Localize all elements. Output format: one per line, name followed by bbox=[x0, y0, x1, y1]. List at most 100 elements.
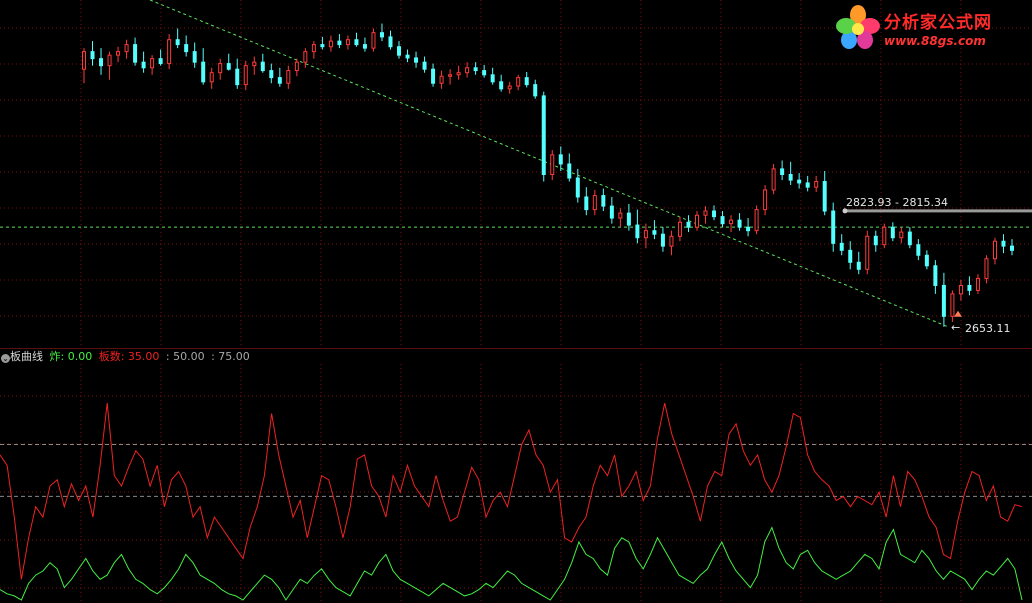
candle[interactable] bbox=[1001, 234, 1006, 254]
candle[interactable] bbox=[907, 227, 912, 249]
candle[interactable] bbox=[831, 202, 836, 252]
candle[interactable] bbox=[941, 272, 946, 327]
candle[interactable] bbox=[158, 49, 163, 66]
candle[interactable] bbox=[379, 23, 384, 42]
candle[interactable] bbox=[669, 230, 674, 256]
candle[interactable] bbox=[167, 34, 172, 70]
candle[interactable] bbox=[992, 237, 997, 265]
candle[interactable] bbox=[660, 227, 665, 252]
candle[interactable] bbox=[839, 234, 844, 256]
candle[interactable] bbox=[90, 41, 95, 66]
candle[interactable] bbox=[924, 250, 929, 270]
candle[interactable] bbox=[371, 28, 376, 52]
candle[interactable] bbox=[686, 215, 691, 233]
candle[interactable] bbox=[405, 49, 410, 63]
candle[interactable] bbox=[967, 276, 972, 296]
candle[interactable] bbox=[865, 230, 870, 275]
candle[interactable] bbox=[567, 153, 572, 182]
candle[interactable] bbox=[720, 211, 725, 228]
candle[interactable] bbox=[882, 223, 887, 249]
candle[interactable] bbox=[388, 30, 393, 50]
candle[interactable] bbox=[311, 41, 316, 59]
candle[interactable] bbox=[890, 222, 895, 242]
candle[interactable] bbox=[635, 209, 640, 244]
candle[interactable] bbox=[362, 37, 367, 52]
candle[interactable] bbox=[584, 187, 589, 216]
candle[interactable] bbox=[150, 55, 155, 75]
candle[interactable] bbox=[397, 41, 402, 59]
candle[interactable] bbox=[1010, 239, 1014, 256]
candle[interactable] bbox=[99, 48, 104, 75]
candle[interactable] bbox=[107, 51, 112, 80]
candle[interactable] bbox=[294, 58, 299, 77]
candle[interactable] bbox=[737, 213, 742, 231]
candle[interactable] bbox=[82, 48, 86, 84]
candle[interactable] bbox=[677, 216, 682, 242]
candle[interactable] bbox=[414, 51, 419, 68]
candle[interactable] bbox=[703, 206, 708, 224]
candle[interactable] bbox=[771, 163, 776, 195]
candle[interactable] bbox=[754, 205, 759, 235]
candle[interactable] bbox=[218, 58, 223, 80]
candle[interactable] bbox=[856, 251, 861, 275]
candle[interactable] bbox=[916, 239, 921, 261]
candle[interactable] bbox=[175, 28, 180, 49]
candle[interactable] bbox=[533, 79, 538, 99]
candle[interactable] bbox=[609, 196, 614, 224]
candle[interactable] bbox=[345, 35, 350, 50]
candle[interactable] bbox=[643, 223, 648, 249]
candle[interactable] bbox=[694, 211, 699, 231]
candle[interactable] bbox=[141, 51, 146, 73]
candle[interactable] bbox=[260, 53, 265, 73]
candle[interactable] bbox=[243, 60, 248, 91]
collapse-toggle-icon[interactable]: ⌄ bbox=[1, 354, 10, 363]
candle[interactable] bbox=[822, 171, 827, 216]
candle[interactable] bbox=[797, 173, 802, 189]
candle[interactable] bbox=[490, 67, 495, 85]
candle[interactable] bbox=[558, 146, 563, 171]
candle[interactable] bbox=[950, 290, 955, 322]
zha-line[interactable] bbox=[0, 526, 1023, 601]
candle[interactable] bbox=[133, 37, 138, 66]
candle[interactable] bbox=[354, 32, 359, 47]
candle[interactable] bbox=[958, 279, 963, 301]
candle[interactable] bbox=[226, 53, 231, 71]
candle[interactable] bbox=[524, 72, 529, 88]
candle[interactable] bbox=[269, 63, 274, 84]
candle[interactable] bbox=[814, 175, 819, 193]
candle[interactable] bbox=[550, 149, 555, 181]
downtrend-line[interactable] bbox=[149, 0, 949, 328]
candle[interactable] bbox=[933, 260, 938, 294]
candle[interactable] bbox=[618, 208, 623, 228]
candle[interactable] bbox=[975, 274, 980, 294]
candle[interactable] bbox=[209, 67, 214, 89]
candle[interactable] bbox=[422, 56, 427, 73]
candle[interactable] bbox=[541, 91, 546, 182]
candle[interactable] bbox=[286, 65, 291, 89]
candle[interactable] bbox=[516, 74, 521, 91]
candle[interactable] bbox=[192, 42, 197, 68]
candle[interactable] bbox=[788, 161, 793, 186]
candle[interactable] bbox=[201, 48, 206, 85]
candle[interactable] bbox=[712, 205, 717, 221]
candle[interactable] bbox=[729, 215, 734, 233]
candle[interactable] bbox=[184, 35, 189, 57]
candle[interactable] bbox=[473, 62, 478, 75]
candle[interactable] bbox=[124, 39, 129, 59]
candlestick-series[interactable] bbox=[82, 23, 1014, 327]
candle[interactable] bbox=[575, 168, 580, 203]
candle[interactable] bbox=[763, 185, 768, 216]
candle[interactable] bbox=[805, 175, 810, 192]
candle[interactable] bbox=[984, 255, 989, 284]
candle[interactable] bbox=[780, 160, 785, 181]
candle[interactable] bbox=[303, 48, 308, 68]
candle[interactable] bbox=[328, 35, 333, 52]
banshu-line[interactable] bbox=[0, 402, 1023, 580]
indicator-name[interactable]: 板曲线 bbox=[10, 350, 43, 363]
candle[interactable] bbox=[652, 220, 657, 240]
candle[interactable] bbox=[482, 64, 487, 78]
candle[interactable] bbox=[456, 65, 461, 80]
candle[interactable] bbox=[277, 67, 282, 87]
candle[interactable] bbox=[439, 70, 444, 89]
candle[interactable] bbox=[899, 227, 904, 244]
